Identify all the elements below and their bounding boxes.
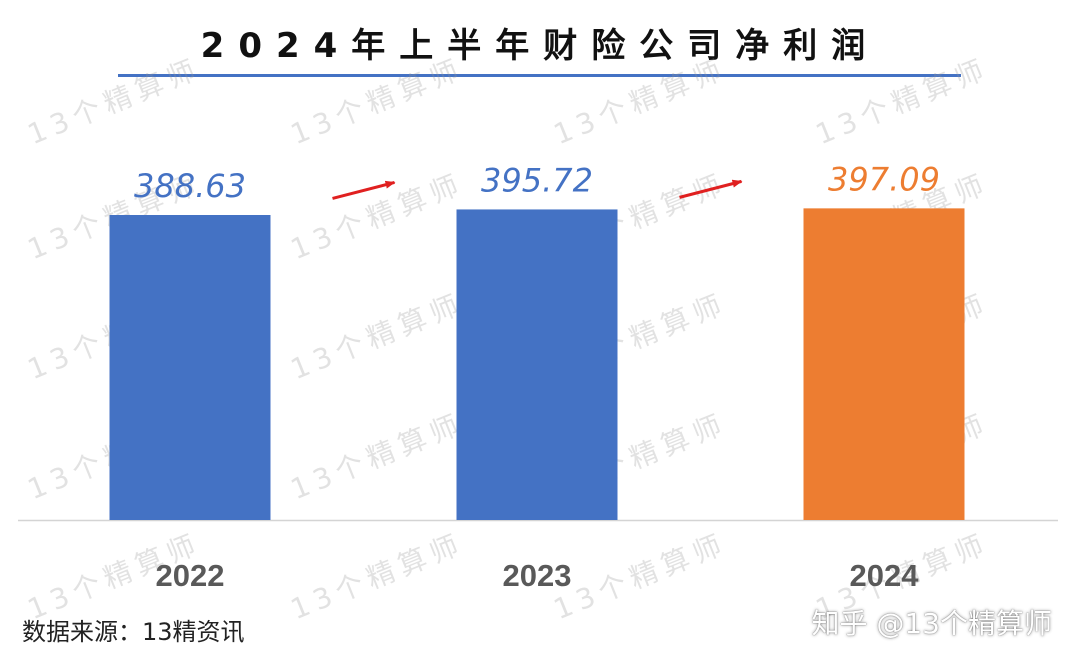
bar-2022 bbox=[109, 215, 271, 520]
x-tick-label-2024: 2024 bbox=[850, 558, 920, 593]
data-label-2024: 397.09 bbox=[828, 160, 940, 198]
data-label-2022: 388.63 bbox=[134, 167, 246, 205]
source-note: 数据来源：13精资讯 bbox=[22, 618, 245, 646]
chart-title: 2024年上半年财险公司净利润 bbox=[200, 26, 880, 66]
bars-group: 388.63 2022 395.72 2023 397.09 2024 bbox=[109, 160, 965, 593]
data-label-2023: 395.72 bbox=[481, 161, 593, 199]
x-tick-label-2022: 2022 bbox=[156, 558, 225, 593]
zhihu-credit-watermark: 知乎 @13个精算师 bbox=[811, 607, 1052, 640]
trend-arrow bbox=[679, 179, 743, 199]
bar-2024 bbox=[803, 208, 965, 520]
x-tick-label-2023: 2023 bbox=[503, 558, 572, 593]
bar-2023 bbox=[456, 209, 618, 520]
trend-arrow bbox=[332, 180, 396, 200]
title-underline bbox=[118, 74, 961, 77]
